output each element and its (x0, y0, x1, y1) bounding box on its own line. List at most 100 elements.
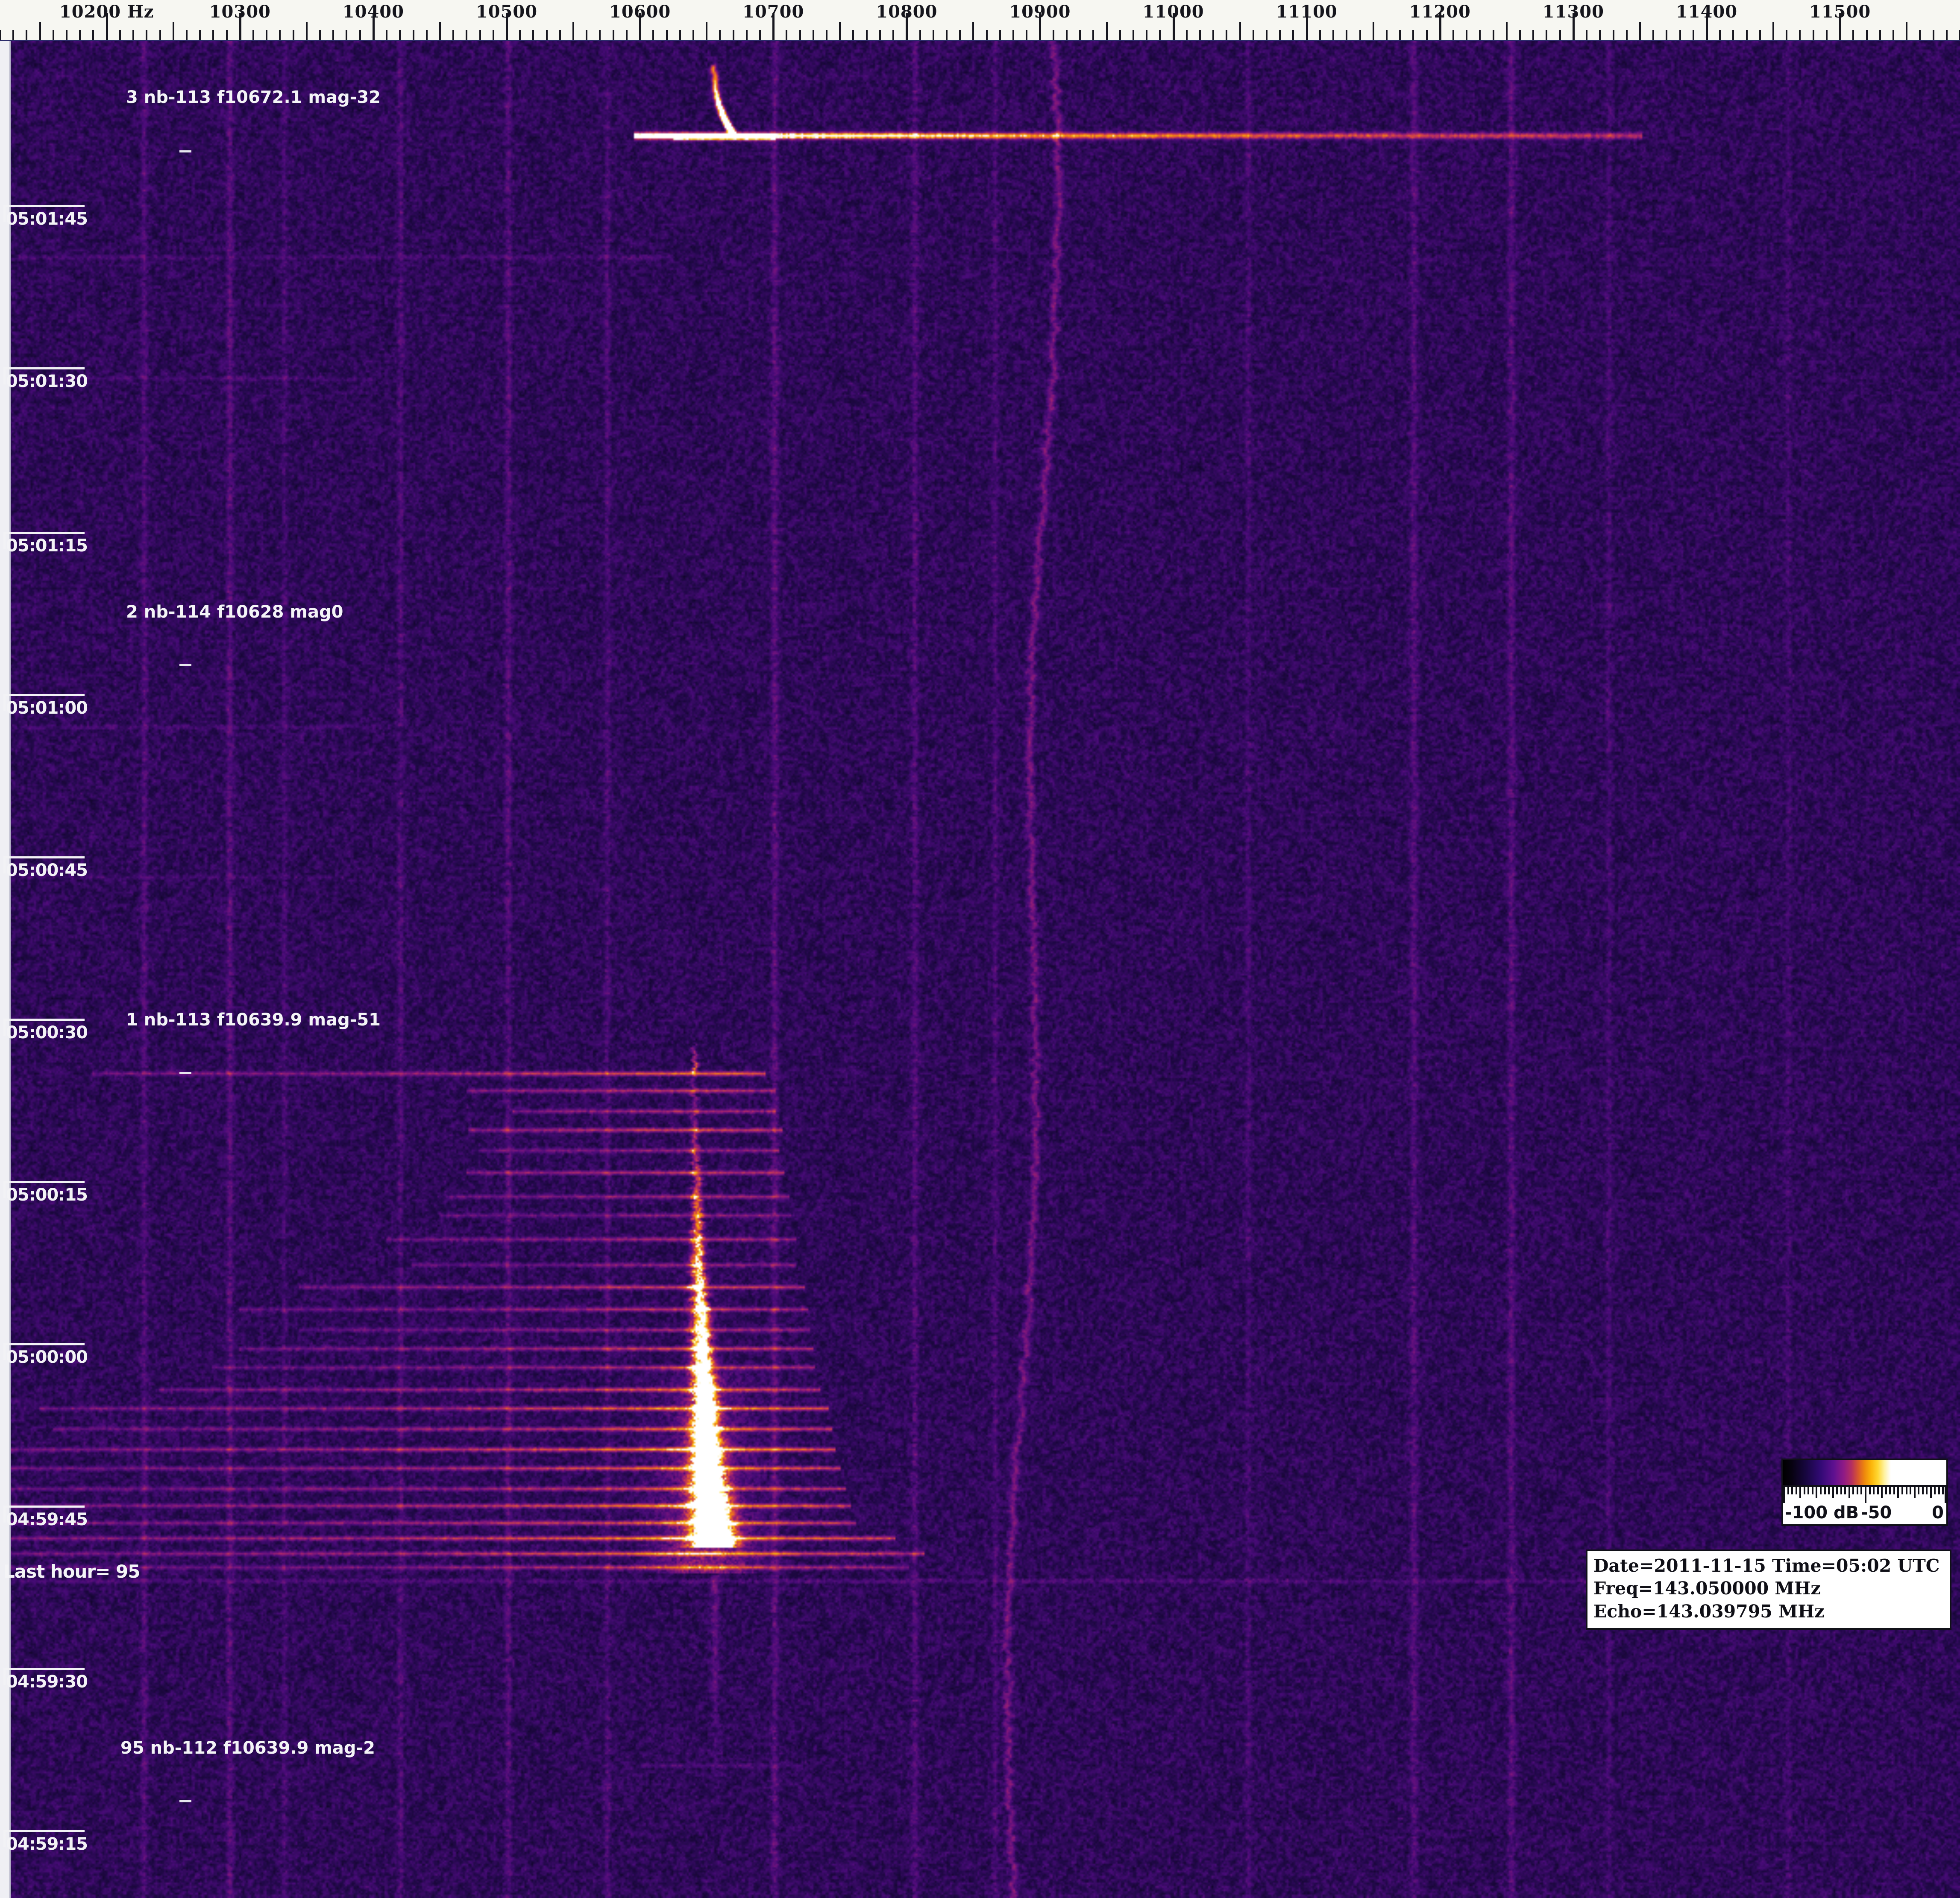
ruler-tick (1279, 30, 1281, 41)
ruler-tick (746, 30, 748, 41)
colorbar-tick (1828, 1487, 1830, 1494)
ruler-tick (1186, 30, 1188, 41)
ruler-tick (986, 30, 988, 41)
ruler-tick (479, 30, 481, 41)
frequency-tick-label: 11100 (1276, 2, 1338, 22)
colorbar-labels: -100 dB -50 0 (1783, 1503, 1946, 1525)
ruler-tick (972, 22, 974, 41)
colorbar-tick (1783, 1487, 1785, 1503)
colorbar-tick (1926, 1487, 1928, 1494)
ruler-tick (1759, 30, 1761, 41)
colorbar-tick (1889, 1487, 1891, 1494)
frequency-tick-label: 10600 (609, 2, 671, 22)
ruler-tick (1146, 30, 1147, 41)
colorbar-tick (1812, 1487, 1813, 1494)
colorbar-tick (1865, 1487, 1866, 1503)
ruler-tick (679, 30, 681, 41)
ruler-tick (1693, 30, 1694, 41)
ruler-tick (1586, 30, 1587, 41)
ruler-tick (1906, 22, 1907, 41)
ruler-tick (1106, 22, 1108, 41)
frequency-tick-label: 11500 (1809, 2, 1871, 22)
frequency-tick-label: 10400 (343, 2, 404, 22)
frequency-tick-label: 10800 (876, 2, 937, 22)
ruler-tick (719, 30, 721, 41)
colorbar-tick (1869, 1487, 1871, 1494)
ruler-tick (839, 22, 841, 41)
frequency-tick-label: 10700 (742, 2, 804, 22)
ruler-tick (1546, 30, 1547, 41)
colorbar-tick (1930, 1487, 1932, 1498)
ruler-tick (466, 30, 467, 41)
ruler-tick (626, 30, 628, 41)
colorbar-tick (1787, 1487, 1789, 1494)
detection-marker (179, 664, 191, 666)
ruler-tick (813, 30, 814, 41)
colorbar-tick (1910, 1487, 1911, 1494)
colorbar-tick (1873, 1487, 1875, 1494)
ruler-tick (1119, 30, 1121, 41)
ruler-tick (279, 30, 281, 41)
ruler-tick (413, 30, 414, 41)
ruler-tick (1919, 30, 1921, 41)
ruler-tick (572, 22, 574, 41)
ruler-tick (1866, 30, 1868, 41)
ruler-tick (1599, 30, 1601, 41)
colorbar-tick (1945, 1487, 1946, 1503)
frequency-ruler: 10200 Hz 10300 10400 10500 10600 10700 10800 10… (0, 0, 1960, 41)
colorbar-tick (1906, 1487, 1907, 1494)
colorbar-tick (1849, 1487, 1850, 1498)
ruler-tick (613, 30, 614, 41)
ruler-tick (666, 30, 668, 41)
colorbar-ticks (1783, 1485, 1946, 1504)
colorbar-tick (1885, 1487, 1887, 1494)
ruler-tick (1266, 30, 1268, 41)
colorbar-tick (1934, 1487, 1936, 1494)
ruler-tick (493, 30, 494, 41)
ruler-tick (1639, 22, 1641, 41)
ruler-tick (799, 30, 801, 41)
ruler-tick (319, 30, 321, 41)
colorbar-tick (1881, 1487, 1883, 1498)
frequency-tick-label: 10200 Hz (59, 2, 154, 22)
colorbar-tick (1840, 1487, 1842, 1494)
frequency-tick-label: 11000 (1142, 2, 1204, 22)
colorbar-tick (1796, 1487, 1797, 1494)
ruler-tick (892, 30, 894, 41)
ruler-tick (1452, 30, 1454, 41)
ruler-tick (933, 30, 934, 41)
detection-label: 95 nb-112 f10639.9 mag-2 (120, 1738, 375, 1758)
ruler-tick (879, 30, 881, 41)
ruler-tick (1852, 30, 1854, 41)
ruler-tick (452, 30, 454, 41)
ruler-tick (946, 30, 948, 41)
colorbar-tick (1820, 1487, 1822, 1494)
detection-label: 3 nb-113 f10672.1 mag-32 (126, 88, 381, 107)
colorbar-tick (1807, 1487, 1809, 1494)
ruler-tick (439, 22, 441, 41)
colorbar-tick (1938, 1487, 1940, 1494)
frequency-tick-label: 10900 (1009, 2, 1071, 22)
ruler-tick (1786, 30, 1787, 41)
ruler-tick (866, 30, 868, 41)
ruler-tick (79, 30, 81, 41)
colorbar-tick (1844, 1487, 1846, 1494)
ruler-tick (132, 30, 134, 41)
ruler-tick (1893, 30, 1894, 41)
colorbar-gradient (1783, 1460, 1946, 1485)
ruler-tick (852, 30, 854, 41)
colorbar-tick (1799, 1487, 1801, 1498)
status-info-box: Date=2011-11-15 Time=05:02 UTC Freq=143.… (1586, 1549, 1951, 1630)
last-hour-counter: Last hour= 95 (3, 1561, 140, 1582)
colorbar-tick (1901, 1487, 1903, 1494)
colorbar-tick (1877, 1487, 1879, 1494)
ruler-tick (1092, 30, 1094, 41)
colorbar-tick (1836, 1487, 1838, 1494)
colorbar-tick (1860, 1487, 1862, 1494)
ruler-tick (332, 30, 334, 41)
ruler-tick (1519, 30, 1521, 41)
ruler-tick (786, 30, 787, 41)
colorbar-tick (1922, 1487, 1924, 1494)
ruler-tick (293, 30, 294, 41)
ruler-tick (146, 30, 147, 41)
